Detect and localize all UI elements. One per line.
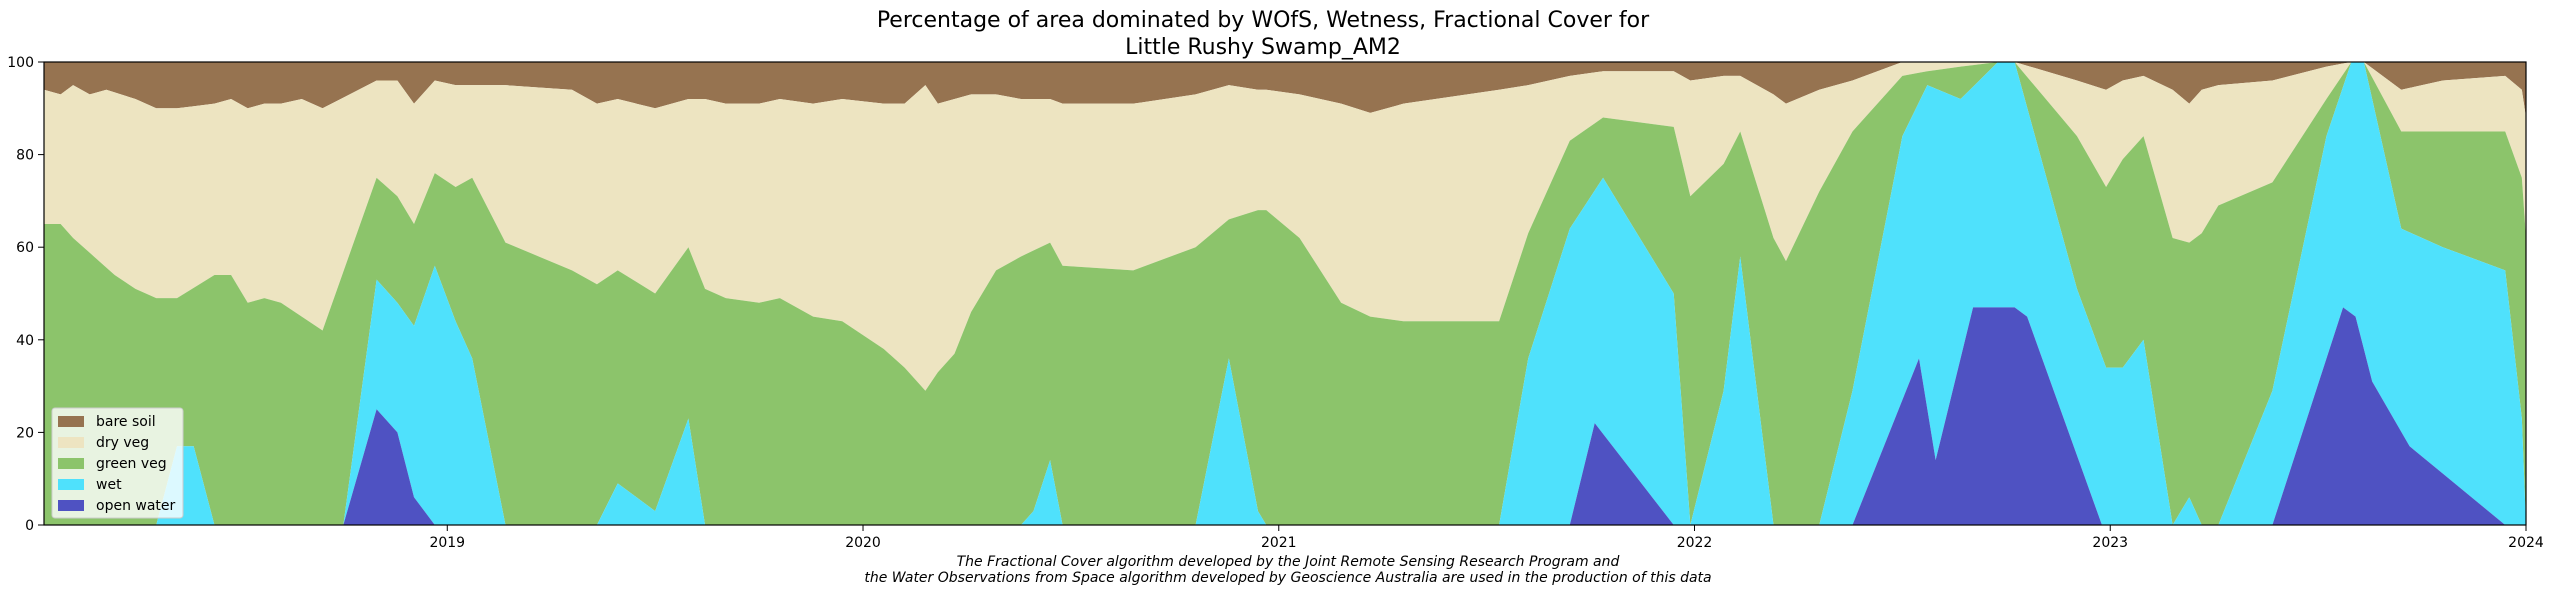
legend-box bbox=[51, 407, 184, 519]
y-axis: 0 20 40 60 80 100 bbox=[7, 55, 44, 534]
legend-label-green-veg: green veg bbox=[96, 456, 167, 472]
area-green-veg bbox=[44, 62, 2526, 525]
footnote-line1: The Fractional Cover algorithm developed… bbox=[957, 554, 1620, 570]
x-tick-label: 2023 bbox=[2092, 535, 2128, 551]
legend-swatch-green-veg bbox=[58, 458, 84, 469]
x-tick-label: 2020 bbox=[845, 535, 881, 551]
legend-swatch-dry-veg bbox=[58, 437, 84, 448]
area-bare-soil bbox=[44, 62, 2526, 118]
area-wet bbox=[44, 62, 2526, 525]
legend: bare soil dry veg green veg wet open wat… bbox=[51, 407, 184, 519]
y-tick-label: 80 bbox=[16, 148, 34, 164]
x-tick-label: 2022 bbox=[1677, 535, 1713, 551]
y-tick-label: 40 bbox=[16, 333, 34, 349]
y-tick-label: 100 bbox=[7, 55, 34, 71]
y-tick-label: 0 bbox=[25, 518, 34, 534]
chart-title-line1: Percentage of area dominated by WOfS, We… bbox=[877, 8, 1650, 33]
legend-label-bare-soil: bare soil bbox=[96, 414, 156, 430]
x-tick-label: 2021 bbox=[1261, 535, 1297, 551]
area-layers bbox=[44, 62, 2526, 525]
plot-frame bbox=[43, 61, 2527, 526]
x-tick-label: 2019 bbox=[429, 535, 465, 551]
x-tick-label: 2024 bbox=[2508, 535, 2544, 551]
legend-swatch-open-water bbox=[58, 500, 84, 511]
area-dry-veg bbox=[44, 62, 2526, 391]
legend-swatch-bare-soil bbox=[58, 416, 84, 427]
legend-label-open-water: open water bbox=[96, 498, 176, 514]
legend-label-dry-veg: dry veg bbox=[96, 435, 149, 451]
legend-label-wet: wet bbox=[96, 477, 122, 493]
legend-swatch-wet bbox=[58, 479, 84, 490]
area-open-water bbox=[44, 307, 2526, 525]
x-axis: 2019 2020 2021 2022 2023 2024 bbox=[429, 525, 2544, 551]
y-tick-label: 60 bbox=[16, 240, 34, 256]
chart-title-line2: Little Rushy Swamp_AM2 bbox=[1125, 35, 1401, 60]
y-tick-label: 20 bbox=[16, 425, 34, 441]
footnote-line2: the Water Observations from Space algori… bbox=[864, 570, 1711, 586]
